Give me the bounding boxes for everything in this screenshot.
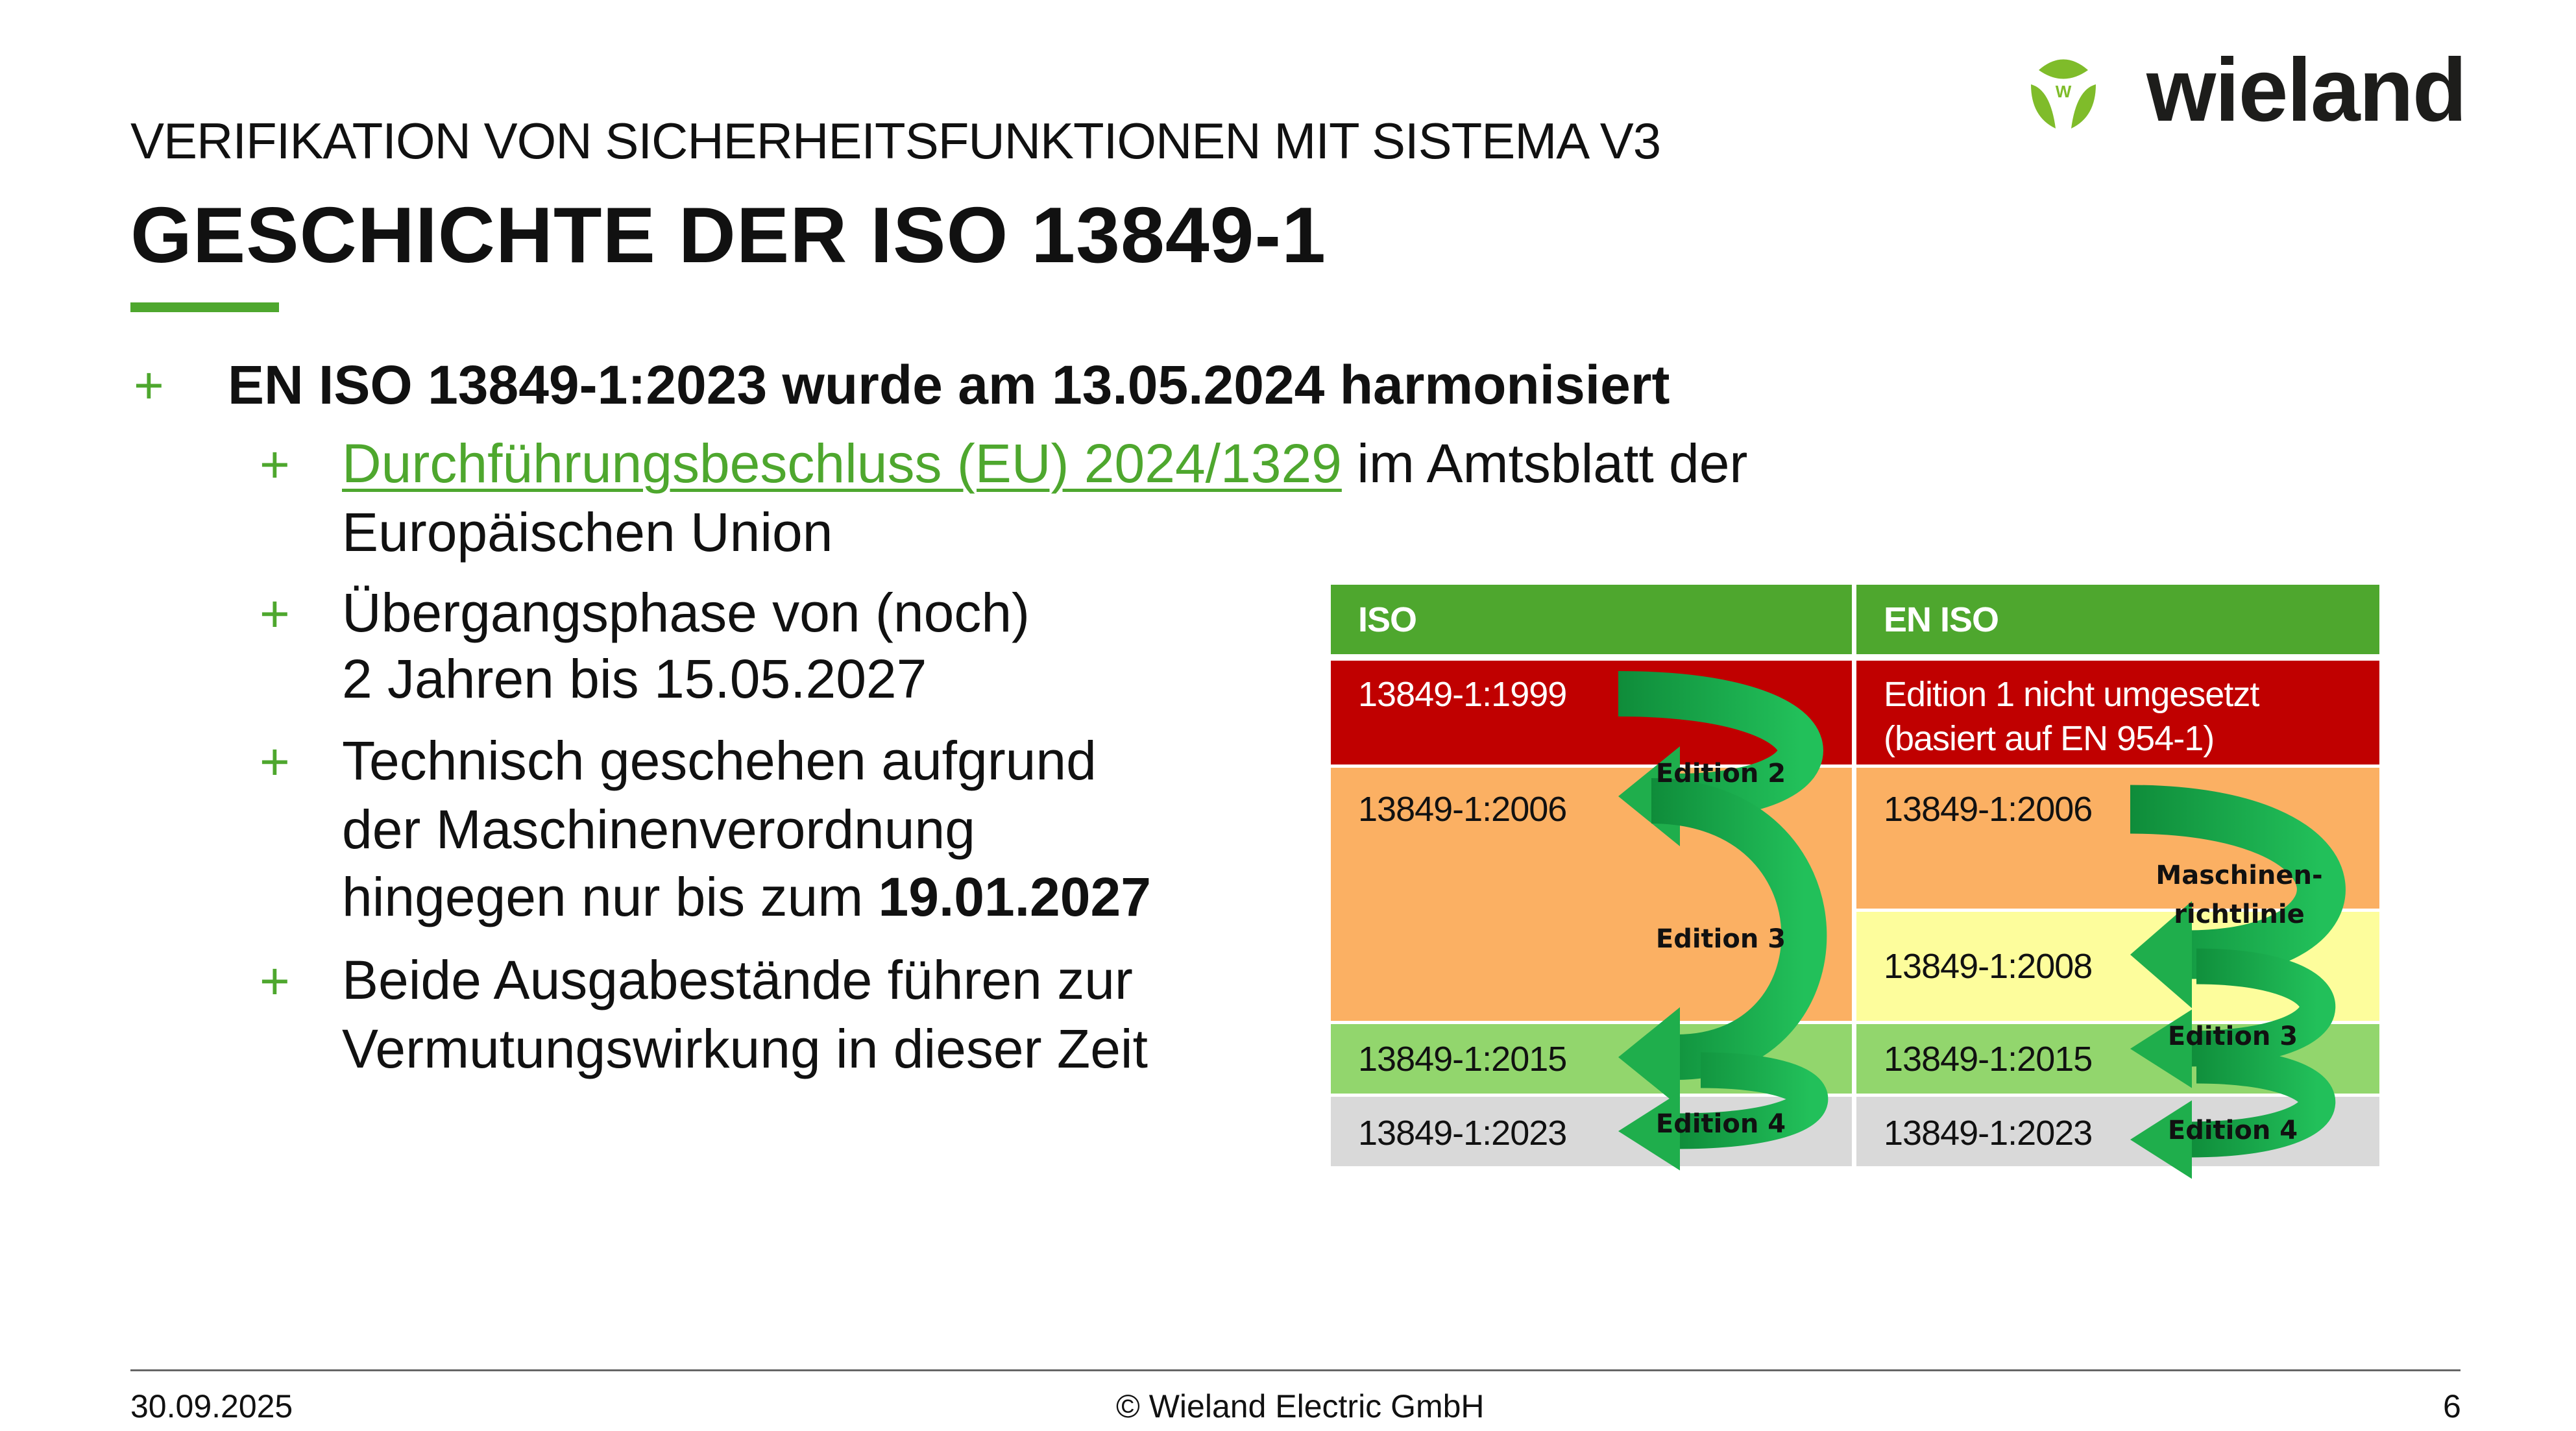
- en-iso-2015: 13849-1:2015: [1856, 1024, 2379, 1094]
- bullet-sub-2-line2: 2 Jahren bis 15.05.2027: [342, 648, 927, 709]
- en-iso-edition1-line2: (basiert auf EN 954-1): [1884, 719, 2215, 758]
- iso-1999: 13849-1:1999: [1331, 661, 1852, 764]
- bullet-plus-icon: +: [260, 733, 290, 790]
- bullet-sub-4-line2: Vermutungswirkung in dieser Zeit: [342, 1018, 1148, 1079]
- wieland-logo-text: wieland: [2146, 40, 2467, 140]
- bullet-sub-1-text: im Amtsblatt der: [1341, 433, 1748, 494]
- slide-title: GESCHICHTE DER ISO 13849-1: [130, 191, 1327, 279]
- iso-2015: 13849-1:2015: [1331, 1024, 1852, 1094]
- wieland-logo: W wieland: [2024, 40, 2479, 140]
- en-iso-edition1-line1: Edition 1 nicht umgesetzt: [1884, 675, 2259, 714]
- bullet-sub-3-text: hingegen nur bis zum: [342, 866, 879, 927]
- bullet-plus-icon: +: [260, 952, 290, 1010]
- svg-text:W: W: [2056, 82, 2072, 101]
- presentation-subtitle: VERIFIKATION VON SICHERHEITSFUNKTIONEN M…: [130, 112, 1661, 169]
- deadline-date: 19.01.2027: [878, 866, 1151, 927]
- bullet-plus-icon: +: [134, 356, 164, 414]
- footer-date: 30.09.2025: [130, 1388, 293, 1425]
- en-iso-2008: 13849-1:2008: [1856, 912, 2379, 1021]
- en-iso-edition1: Edition 1 nicht umgesetzt (basiert auf EN…: [1856, 661, 2379, 764]
- title-accent-bar: [130, 302, 279, 312]
- bullet-plus-icon: +: [260, 585, 290, 642]
- header-iso: ISO: [1331, 585, 1852, 654]
- footer-copyright: © Wieland Electric GmbH: [1116, 1388, 1485, 1425]
- footer-page-number: 6: [2443, 1388, 2461, 1425]
- bullet-sub-1-line2: Europäischen Union: [342, 502, 833, 563]
- iso-2023: 13849-1:2023: [1331, 1097, 1852, 1166]
- bullet-plus-icon: +: [260, 435, 290, 493]
- en-iso-2006: 13849-1:2006: [1856, 768, 2379, 909]
- iso-2006: 13849-1:2006: [1331, 768, 1852, 1021]
- iso-history-table: ISO EN ISO 13849-1:1999 Edition 1 nicht …: [1331, 585, 2379, 1166]
- bullet-sub-3: Technisch geschehen aufgrund: [342, 730, 1097, 791]
- header-en-iso: EN ISO: [1856, 585, 2379, 654]
- bullet-sub-4: Beide Ausgabestände führen zur: [342, 949, 1133, 1010]
- bullet-sub-2: Übergangsphase von (noch): [342, 582, 1030, 643]
- bullet-main: EN ISO 13849-1:2023 wurde am 13.05.2024 …: [228, 354, 1670, 415]
- en-iso-2023: 13849-1:2023: [1856, 1097, 2379, 1166]
- footer-divider: [130, 1369, 2461, 1371]
- durchfuehrungsbeschluss-link[interactable]: Durchführungsbeschluss (EU) 2024/1329: [342, 433, 1342, 494]
- wieland-logo-icon: W: [2031, 59, 2096, 128]
- bullet-sub-3-line2: der Maschinenverordnung: [342, 799, 975, 860]
- bullet-sub-1: Durchführungsbeschluss (EU) 2024/1329 im…: [342, 432, 1747, 495]
- bullet-sub-3-line3: hingegen nur bis zum 19.01.2027: [342, 866, 1151, 929]
